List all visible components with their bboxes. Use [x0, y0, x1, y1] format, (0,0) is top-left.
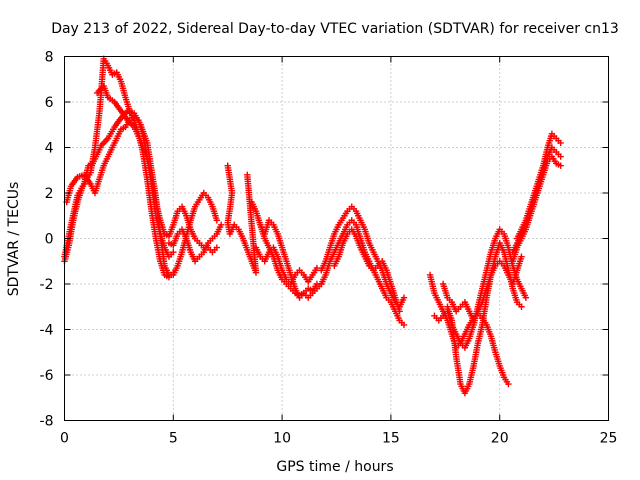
grid-layer — [64, 56, 609, 421]
data-point — [505, 380, 512, 388]
y-tick-label: -6 — [40, 368, 54, 384]
data-point — [518, 253, 525, 260]
data-point — [557, 139, 564, 147]
x-tick-label: 15 — [382, 431, 400, 447]
data-point — [522, 294, 530, 301]
data-point — [244, 171, 251, 178]
chart-title: Day 213 of 2022, Sidereal Day-to-day VTE… — [51, 21, 619, 37]
x-tick-label: 10 — [273, 431, 291, 447]
series-track-14 — [426, 271, 512, 388]
y-tick-label: 2 — [45, 186, 54, 202]
data-point — [313, 264, 321, 272]
y-tick-label: 8 — [45, 50, 54, 66]
y-tick-label: 4 — [45, 141, 54, 157]
data-point — [396, 308, 403, 315]
data-point — [400, 321, 408, 329]
series-track-15 — [431, 226, 530, 351]
y-tick-label: -2 — [40, 277, 54, 293]
ticks-layer — [64, 56, 609, 421]
data-point — [170, 248, 177, 256]
series-track-6 — [170, 189, 221, 279]
x-tick-label: 5 — [169, 431, 178, 447]
x-tick-label: 0 — [60, 431, 69, 447]
x-tick-label: 20 — [491, 431, 509, 447]
x-axis-label: GPS time / hours — [276, 459, 393, 475]
data-point — [518, 303, 525, 310]
data-points-layer — [61, 55, 564, 397]
data-point — [213, 244, 221, 251]
data-point — [400, 294, 408, 301]
series-track-13 — [331, 226, 403, 315]
series-track-17 — [439, 253, 525, 324]
data-point — [217, 221, 225, 229]
y-tick-label: -8 — [40, 414, 54, 430]
series-track-20 — [509, 144, 564, 256]
y-tick-label: -4 — [40, 323, 54, 339]
series-track-7 — [224, 162, 260, 276]
y-tick-label: 0 — [45, 232, 54, 248]
data-point — [557, 153, 564, 160]
data-point — [213, 217, 221, 224]
y-tick-label: 6 — [45, 95, 54, 111]
data-point — [557, 162, 564, 169]
x-tick-label: 25 — [600, 431, 618, 447]
tick-labels-layer: 0 5 10 15 20 25 -8 -6 -4 -2 0 2 4 6 8 — [40, 50, 618, 447]
y-axis-label: SDTVAR / TECUs — [6, 182, 22, 297]
